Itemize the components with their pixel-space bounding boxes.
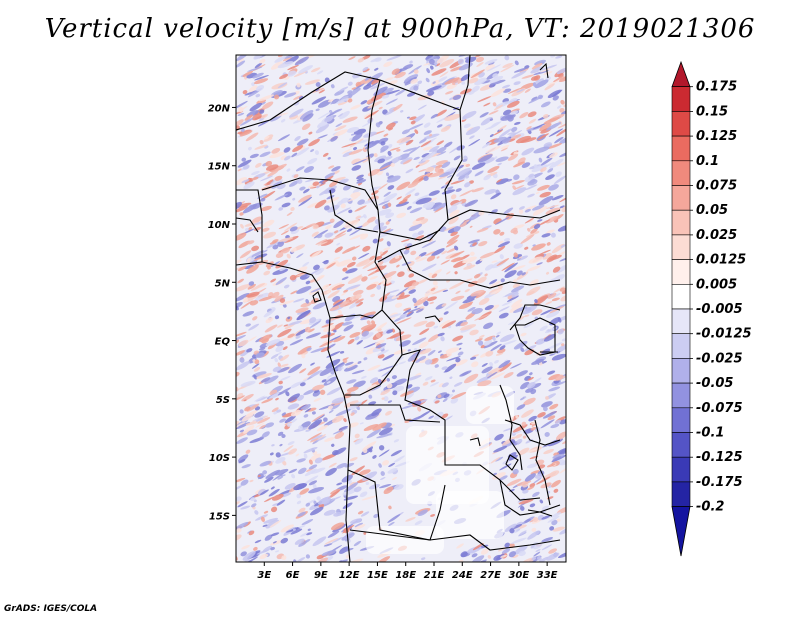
colorbar-label: -0.025 xyxy=(696,351,743,366)
colorbar-label: 0.175 xyxy=(696,80,737,95)
lon-tick-label: 9E xyxy=(314,570,328,581)
colorbar-swatch xyxy=(671,259,691,285)
colorbar-label: -0.125 xyxy=(696,450,743,465)
colorbar-label: 0.15 xyxy=(696,104,728,119)
lon-tick-label: 6E xyxy=(286,570,300,581)
colorbar-label: 0.025 xyxy=(696,228,737,243)
velocity-field xyxy=(236,55,566,562)
colorbar-top-arrow xyxy=(671,60,691,88)
colorbar-label: 0.05 xyxy=(696,203,728,218)
colorbar-swatch xyxy=(671,111,691,137)
credit-label: GrADS: IGES/COLA xyxy=(4,604,98,614)
colorbar-label: -0.2 xyxy=(696,500,724,515)
longitude-axis: 3E 6E 9E 12E 15E 18E 21E 24E 27E 30E 33E xyxy=(257,562,558,581)
lat-tick-label: 5S xyxy=(216,395,230,406)
lon-tick-label: 18E xyxy=(395,570,416,581)
lat-tick-label: EQ xyxy=(215,337,231,348)
colorbar-label: 0.0125 xyxy=(696,253,746,268)
lat-tick-label: 15S xyxy=(209,511,230,522)
lon-tick-label: 33E xyxy=(537,570,558,581)
lon-tick-label: 27E xyxy=(480,570,501,581)
colorbar-label: 0.005 xyxy=(696,277,737,292)
lon-tick-label: 12E xyxy=(339,570,360,581)
colorbar-label: -0.1 xyxy=(696,426,724,441)
chart-title: Vertical velocity [m/s] at 900hPa, VT: 2… xyxy=(44,14,756,44)
colorbar-swatch xyxy=(671,308,691,335)
lon-tick-label: 24E xyxy=(452,570,473,581)
lon-tick-label: 3E xyxy=(257,570,271,581)
colorbar-swatch xyxy=(671,432,691,458)
colorbar-swatch xyxy=(671,382,691,409)
colorbar-label: -0.175 xyxy=(696,475,743,490)
colorbar-swatch xyxy=(671,209,691,236)
colorbar-swatch xyxy=(671,333,691,359)
lon-tick-label: 21E xyxy=(424,570,445,581)
colorbar-swatch xyxy=(671,234,691,260)
colorbar-swatch xyxy=(671,86,691,112)
map-frame xyxy=(235,54,567,563)
latitude-axis: 20N 15N 10N 5N EQ 5S 10S 15S xyxy=(208,103,236,522)
colorbar-label: 0.1 xyxy=(696,154,719,169)
colorbar-swatch xyxy=(671,160,691,186)
colorbar-swatch xyxy=(671,456,691,483)
colorbar-label: -0.005 xyxy=(696,302,743,317)
country-borders xyxy=(236,55,561,562)
colorbar-label: 0.125 xyxy=(696,129,737,144)
lon-tick-label: 15E xyxy=(367,570,388,581)
colorbar-bottom-arrow xyxy=(671,506,691,557)
colorbar-label: 0.075 xyxy=(696,179,737,194)
lat-tick-label: 15N xyxy=(208,162,231,173)
lon-tick-label: 30E xyxy=(508,570,529,581)
colorbar-label: -0.0125 xyxy=(696,327,752,342)
lat-tick-label: 10S xyxy=(209,453,230,464)
colorbar-swatch xyxy=(671,135,691,162)
lat-tick-label: 10N xyxy=(208,220,231,231)
colorbar-label: -0.05 xyxy=(696,376,733,391)
colorbar-swatch xyxy=(671,481,691,507)
colorbar-swatch xyxy=(671,283,691,310)
colorbar-label: -0.075 xyxy=(696,401,743,416)
colorbar-swatch xyxy=(671,407,691,433)
lat-tick-label: 5N xyxy=(215,278,231,289)
lat-tick-label: 20N xyxy=(208,103,231,114)
colorbar-swatch xyxy=(671,358,691,384)
colorbar: 0.175 0.15 0.125 0.1 0.075 0.05 0.025 0.0125 0.0… xyxy=(671,60,752,557)
colorbar-swatch xyxy=(671,185,691,211)
